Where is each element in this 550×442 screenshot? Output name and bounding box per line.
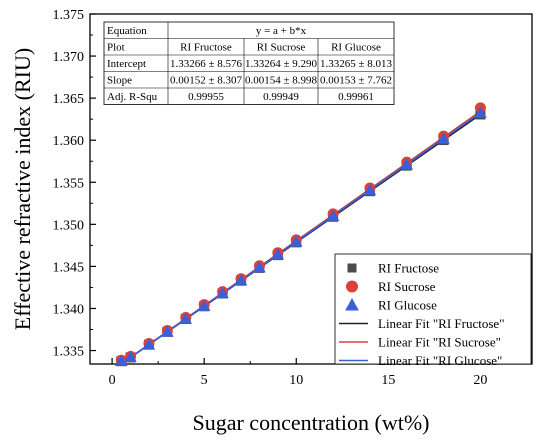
legend-label: Linear Fit "RI Sucrose" <box>378 335 501 350</box>
data-point-triangle <box>115 354 128 366</box>
legend-label: RI Fructose <box>378 261 439 276</box>
data-point-triangle <box>474 106 487 118</box>
legend-label: RI Sucrose <box>378 279 436 294</box>
stats-table-cell: 1.33265 ± 8.013 <box>320 58 393 70</box>
stats-table-cell: 0.99961 <box>338 91 374 103</box>
stats-table-header-cell: Plot <box>107 42 125 54</box>
legend-frame <box>334 253 532 365</box>
y-tick-label: 1.360 <box>53 134 85 149</box>
data-point-triangle <box>290 235 303 247</box>
stats-table-header-cell: Equation <box>107 25 147 37</box>
data-point-triangle <box>271 248 285 260</box>
y-axis-title: Effective refractive index (RIU) <box>10 48 35 330</box>
stats-table-header-cell: Slope <box>107 75 132 87</box>
data-point-triangle <box>161 325 174 337</box>
stats-table-cell: 0.00152 ± 8.307 <box>170 75 243 87</box>
y-tick-label: 1.375 <box>53 8 85 23</box>
legend-label: Linear Fit "RI Glucose" <box>378 353 502 368</box>
y-tick-label: 1.350 <box>53 218 85 233</box>
stats-table-cell: RI Glucose <box>331 42 381 54</box>
data-point-triangle <box>437 132 450 144</box>
legend-marker-square <box>347 263 357 273</box>
stats-table-cell: 1.33266 ± 8.576 <box>170 58 243 70</box>
legend-label: RI Glucose <box>378 298 437 313</box>
plot-frame <box>89 13 533 365</box>
data-point-triangle <box>142 338 156 350</box>
legend-marker-circle <box>346 280 358 293</box>
y-tick-label: 1.370 <box>53 50 85 65</box>
stats-table-cell: 0.00154 ± 8.998 <box>245 75 318 87</box>
stats-table-cell: RI Sucrose <box>257 42 306 54</box>
stats-table-cell: 1.33264 ± 9.290 <box>245 58 318 70</box>
stats-table-cell: 0.00153 ± 7.762 <box>320 75 392 87</box>
stats-table-frame <box>103 21 395 105</box>
data-point-triangle <box>216 286 229 299</box>
stats-table-header-cell: Adj. R-Squ <box>107 91 158 103</box>
stats-table: Equation y = a + b*x Plot RI Fructose RI Suc… <box>103 21 395 105</box>
x-tick-label: 5 <box>201 373 208 388</box>
data-point-triangle <box>179 312 193 324</box>
stats-table-cell: RI Fructose <box>180 42 232 54</box>
data-point-triangle <box>197 299 211 311</box>
x-tick-label: 15 <box>381 373 395 388</box>
x-tick-label: 0 <box>109 373 116 388</box>
y-tick-label: 1.355 <box>53 176 85 191</box>
data-point-triangle <box>124 350 137 363</box>
data-point-triangle <box>234 273 248 286</box>
legend-label: Linear Fit "RI Fructose" <box>378 316 505 331</box>
legend-marker-triangle <box>345 298 359 311</box>
x-tick-label: 10 <box>289 373 303 388</box>
stats-table-cell: 0.99955 <box>188 91 224 103</box>
stats-table-cell: y = a + b*x <box>256 25 307 37</box>
stats-table-cell: 0.99949 <box>263 91 299 103</box>
stats-table-header-cell: Intercept <box>107 58 146 70</box>
x-tick-label: 20 <box>473 373 487 388</box>
x-axis-title: Sugar concentration (wt%) <box>192 410 429 435</box>
y-tick-label: 1.335 <box>53 345 85 360</box>
data-point-triangle <box>253 261 266 273</box>
y-tick-label: 1.345 <box>53 260 85 275</box>
data-point-triangle <box>326 209 340 221</box>
y-tick-label: 1.340 <box>53 302 85 317</box>
data-point-triangle <box>400 158 414 170</box>
y-tick-label: 1.365 <box>53 92 85 107</box>
data-point-triangle <box>363 183 377 196</box>
legend: RI Fructose RI Sucrose RI Glucose Linear Fi… <box>334 253 532 368</box>
